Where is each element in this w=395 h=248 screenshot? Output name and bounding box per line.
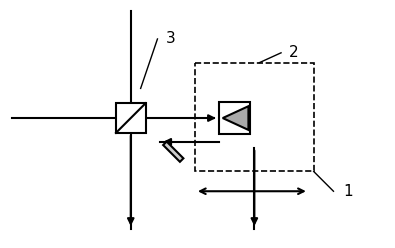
Polygon shape — [223, 106, 248, 130]
Polygon shape — [163, 142, 183, 162]
Bar — [219, 102, 250, 134]
Bar — [195, 63, 314, 171]
Text: 2: 2 — [289, 45, 299, 60]
Bar — [116, 103, 146, 133]
Text: 1: 1 — [343, 184, 353, 199]
Text: 3: 3 — [166, 31, 175, 46]
